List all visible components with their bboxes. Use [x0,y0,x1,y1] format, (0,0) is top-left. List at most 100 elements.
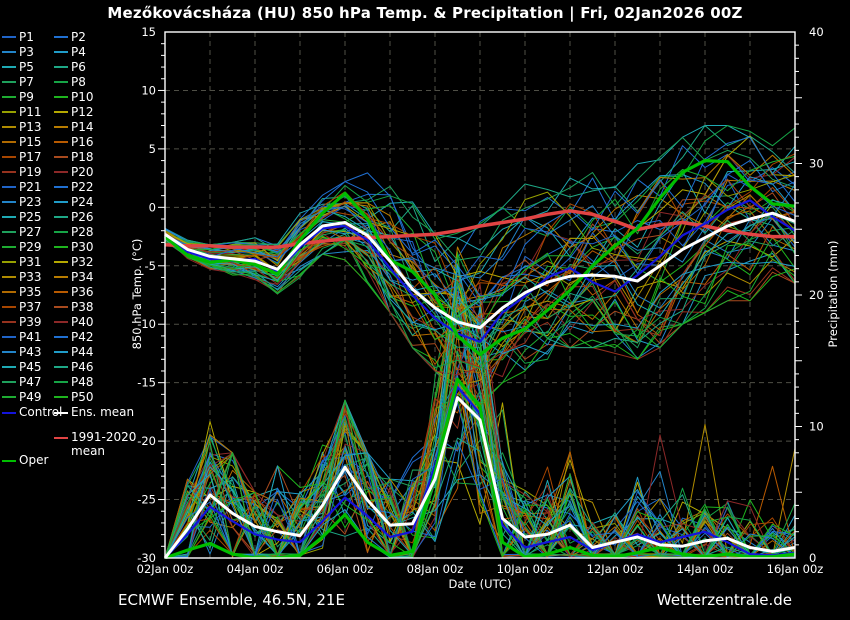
member-temp-P21 [164,170,796,324]
legend-control-swatch [2,412,16,414]
legend-member-P25-label: P25 [19,210,42,224]
legend-member-P9-swatch [2,96,16,98]
legend-member-P32-label: P32 [71,255,94,269]
y-left-tick-label: 15 [141,25,156,39]
legend-member-P1-swatch [2,36,16,38]
legend-member-P2-label: P2 [71,30,86,44]
y-left-tick-label: -5 [145,259,156,273]
legend-member-P18-label: P18 [71,150,94,164]
legend-member-P1-label: P1 [19,30,34,44]
member-precip-P44 [164,264,796,559]
y-left-tick-label: 0 [149,200,156,214]
legend-member-P17-label: P17 [19,150,42,164]
legend-member-P5-swatch [2,66,16,68]
legend-member-P36-swatch [54,291,68,293]
y-left-tick-label: -10 [137,317,156,331]
legend-member-P34-label: P34 [71,270,94,284]
x-axis-title: Date (UTC) [448,577,512,591]
y-left-tick-label: 5 [149,142,156,156]
legend-member-P45-label: P45 [19,360,42,374]
legend-member-P21-swatch [2,186,16,188]
legend-member-P36-label: P36 [71,285,94,299]
member-temp-P43 [164,184,796,279]
legend-member-P31-label: P31 [19,255,42,269]
y-right-tick-label: 40 [809,25,824,39]
member-temp-P34 [164,154,796,309]
legend-member-P6-label: P6 [71,60,86,74]
legend-member-P22-swatch [54,186,68,188]
legend-member-P16-swatch [54,141,68,143]
legend-oper-swatch [2,460,16,462]
legend-member-P49-label: P49 [19,390,42,404]
legend-member-P8-swatch [54,81,68,83]
legend-member-P12-swatch [54,111,68,113]
legend-member-P41-swatch [2,336,16,338]
y-left-tick-label: -25 [137,493,156,507]
legend-member-P26-swatch [54,216,68,218]
legend-member-P23-swatch [2,201,16,203]
legend-member-P41-label: P41 [19,330,42,344]
legend-member-P24-label: P24 [71,195,94,209]
legend-member-P15-swatch [2,141,16,143]
member-precip-P47 [164,350,796,559]
legend-member-P44-label: P44 [71,345,94,359]
legend-member-P3-swatch [2,51,16,53]
legend-clim-mean-label: 1991-2020 [71,430,137,444]
legend-member-P30-swatch [54,246,68,248]
x-tick-label: 12Jan 00z [587,562,644,576]
legend-member-P43-label: P43 [19,345,42,359]
legend-member-P7-label: P7 [19,75,34,89]
y-left-tick-label: -30 [137,551,156,565]
member-temp-P49 [164,155,796,317]
legend-member-P3-label: P3 [19,45,34,59]
legend-control-label: Control [19,405,63,419]
footer-model-info: ECMWF Ensemble, 46.5N, 21E [118,591,345,609]
y-right-tick-label: 10 [809,420,824,434]
legend-member-P14-label: P14 [71,120,94,134]
y-left-tick-label: 10 [141,83,156,97]
legend-member-P47-label: P47 [19,375,42,389]
legend-member-P7-swatch [2,81,16,83]
legend-member-P48-swatch [54,381,68,383]
member-precip-P27 [164,389,796,559]
legend-member-P38-swatch [54,306,68,308]
y-right-tick-label: 0 [809,551,816,565]
member-precip-P48 [164,280,796,559]
plot-lines [164,125,796,559]
legend-member-P27-swatch [2,231,16,233]
ens-mean-precip-line [164,396,796,559]
legend-member-P46-label: P46 [71,360,94,374]
legend-oper-label: Oper [19,453,49,467]
legend-member-P11-swatch [2,111,16,113]
legend-member-P31-swatch [2,261,16,263]
legend-member-P33-label: P33 [19,270,42,284]
legend-member-P23-label: P23 [19,195,42,209]
member-temp-P28 [164,125,796,256]
x-tick-label: 04Jan 00z [227,562,284,576]
ens-mean-temp-line [164,211,796,330]
legend-member-P49-swatch [2,396,16,398]
legend-member-P8-label: P8 [71,75,86,89]
member-temp-P40 [164,212,796,378]
legend-clim-mean-2-label: mean [71,444,106,458]
y-right-tick-label: 30 [809,157,824,171]
legend-member-P20-swatch [54,171,68,173]
legend-member-P12-label: P12 [71,105,94,119]
legend-member-P25-swatch [2,216,16,218]
legend-member-P39-label: P39 [19,315,42,329]
legend-ens-mean-swatch [54,412,68,414]
legend-member-P17-swatch [2,156,16,158]
member-temp-P2 [164,145,796,278]
oper-temp-line [164,159,796,357]
legend-member-P20-label: P20 [71,165,94,179]
legend-member-P29-label: P29 [19,240,42,254]
y-left-tick-label: -15 [137,376,156,390]
legend-member-P46-swatch [54,366,68,368]
member-temp-P38 [164,178,796,323]
legend-member-P26-label: P26 [71,210,94,224]
legend-member-P16-label: P16 [71,135,94,149]
member-precip-P42 [164,415,796,559]
footer-site-name: Wetterzentrale.de [656,591,792,609]
legend-member-P40-swatch [54,321,68,323]
ensemble-member-legend: P1 P2 P3 P4 P5 P6 P7 P8 P9 P10 P11 P12 P13 P14 P15 P16 P… [0,0,165,620]
